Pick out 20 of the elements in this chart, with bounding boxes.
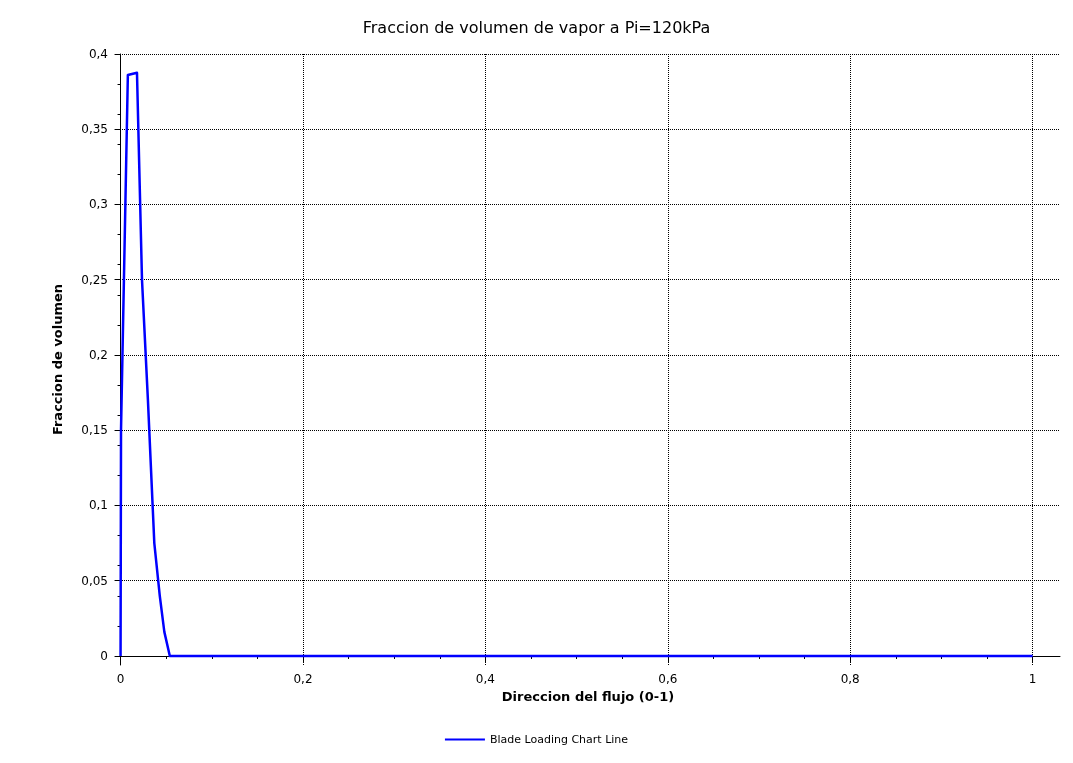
y-axis-title: Fraccion de volumen: [50, 283, 65, 436]
x-axis-title: Direccion del flujo (0-1): [501, 688, 675, 704]
y-tick-label: 0,3: [88, 197, 108, 212]
y-tick-label: 0,2: [88, 347, 108, 362]
legend-label: Blade Loading Chart Line: [489, 733, 629, 746]
x-tick-label: 0,8: [840, 672, 860, 686]
x-tick-label: 0,4: [475, 672, 495, 686]
y-tick-label: 0,25: [81, 272, 108, 287]
line-series: [119, 71, 1034, 658]
x-tick-label: 0,2: [293, 672, 313, 686]
y-tick-label: 0,1: [88, 498, 108, 513]
y-tick-label: 0: [100, 648, 108, 663]
x-tick-label: 0: [116, 672, 125, 686]
y-tick-label: 0,35: [81, 122, 108, 137]
y-tick-label: 0,15: [81, 423, 108, 438]
x-tick-label: 1: [1028, 672, 1037, 686]
y-tick-label: 0,4: [88, 47, 108, 61]
y-tick-label: 0,05: [81, 573, 108, 588]
chart-title: Fraccion de volumen de vapor a Pi=120kPa: [362, 17, 711, 37]
x-tick-label: 0,6: [658, 672, 678, 686]
